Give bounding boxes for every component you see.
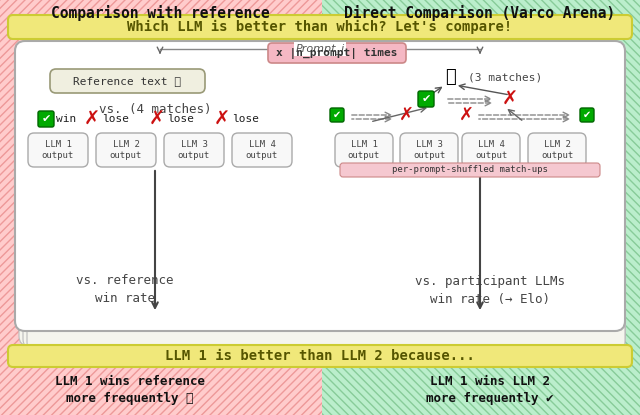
- Text: win: win: [56, 114, 76, 124]
- Text: Which LLM is better than which? Let's compare!: Which LLM is better than which? Let's co…: [127, 20, 513, 34]
- FancyBboxPatch shape: [38, 111, 54, 127]
- Text: lose: lose: [232, 114, 259, 124]
- Text: ✗: ✗: [399, 106, 413, 124]
- FancyBboxPatch shape: [50, 69, 205, 93]
- Text: vs. reference
win rate: vs. reference win rate: [76, 274, 173, 305]
- FancyBboxPatch shape: [528, 133, 586, 167]
- Text: ✗: ✗: [502, 90, 518, 108]
- Bar: [0, 0, 322, 415]
- FancyBboxPatch shape: [418, 91, 434, 107]
- Text: LLM 3
output: LLM 3 output: [178, 140, 210, 160]
- Text: Reference text 🔒: Reference text 🔒: [73, 76, 181, 86]
- Text: ✔: ✔: [583, 110, 591, 120]
- Bar: [322, 0, 640, 415]
- Bar: [322, 0, 640, 415]
- FancyBboxPatch shape: [268, 43, 406, 63]
- Text: per-prompt-shuffled match-ups: per-prompt-shuffled match-ups: [392, 166, 548, 174]
- FancyBboxPatch shape: [96, 133, 156, 167]
- FancyBboxPatch shape: [330, 108, 344, 122]
- Text: vs. (4 matches): vs. (4 matches): [99, 103, 211, 115]
- Text: ✗: ✗: [214, 110, 230, 129]
- Text: LLM 3
output: LLM 3 output: [413, 140, 445, 160]
- Text: LLM 1 wins LLM 2
more frequently ✔: LLM 1 wins LLM 2 more frequently ✔: [426, 375, 554, 405]
- Text: LLM 4
output: LLM 4 output: [246, 140, 278, 160]
- Text: Direct Comparison (Varco Arena): Direct Comparison (Varco Arena): [344, 5, 616, 21]
- Text: LLM 2
output: LLM 2 output: [541, 140, 573, 160]
- FancyBboxPatch shape: [28, 133, 88, 167]
- Text: LLM 1 wins reference
more frequently 😕: LLM 1 wins reference more frequently 😕: [55, 375, 205, 405]
- FancyBboxPatch shape: [8, 15, 632, 39]
- Text: ✔: ✔: [421, 94, 431, 104]
- Text: LLM 4
output: LLM 4 output: [475, 140, 507, 160]
- FancyBboxPatch shape: [27, 43, 625, 352]
- FancyBboxPatch shape: [335, 133, 393, 167]
- Text: lose: lose: [102, 114, 129, 124]
- FancyBboxPatch shape: [164, 133, 224, 167]
- Text: LLM 1
output: LLM 1 output: [42, 140, 74, 160]
- FancyBboxPatch shape: [19, 43, 625, 346]
- Text: ✗: ✗: [458, 106, 474, 124]
- FancyBboxPatch shape: [23, 43, 625, 349]
- Text: Prompt_i: Prompt_i: [296, 44, 344, 54]
- FancyBboxPatch shape: [15, 41, 625, 331]
- Text: x |n_prompt| times: x |n_prompt| times: [276, 47, 397, 59]
- Text: LLM 2
output: LLM 2 output: [110, 140, 142, 160]
- Text: 🥇: 🥇: [445, 68, 456, 86]
- FancyBboxPatch shape: [340, 163, 600, 177]
- FancyBboxPatch shape: [580, 108, 594, 122]
- FancyBboxPatch shape: [8, 345, 632, 367]
- FancyBboxPatch shape: [232, 133, 292, 167]
- Text: ✗: ✗: [149, 110, 165, 129]
- Text: vs. participant LLMs
win rate (→ Elo): vs. participant LLMs win rate (→ Elo): [415, 274, 565, 305]
- Text: LLM 1
output: LLM 1 output: [348, 140, 380, 160]
- FancyBboxPatch shape: [400, 133, 458, 167]
- FancyBboxPatch shape: [462, 133, 520, 167]
- Bar: [0, 0, 322, 415]
- Text: Comparison with reference: Comparison with reference: [51, 5, 269, 21]
- Text: lose: lose: [167, 114, 194, 124]
- Text: (3 matches): (3 matches): [468, 72, 542, 82]
- Text: LLM 1 is better than LLM 2 because...: LLM 1 is better than LLM 2 because...: [165, 349, 475, 363]
- Text: ✗: ✗: [84, 110, 100, 129]
- Text: ✔: ✔: [333, 110, 341, 120]
- Text: ✔: ✔: [42, 114, 51, 124]
